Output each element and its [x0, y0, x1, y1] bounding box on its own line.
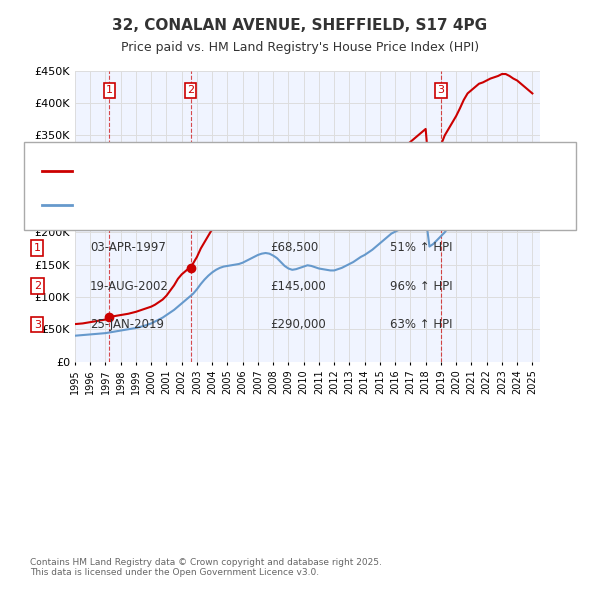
Text: 32, CONALAN AVENUE, SHEFFIELD, S17 4PG: 32, CONALAN AVENUE, SHEFFIELD, S17 4PG: [112, 18, 488, 32]
Text: 25-JAN-2019: 25-JAN-2019: [90, 318, 164, 331]
Text: 1: 1: [106, 86, 113, 96]
Text: 03-APR-1997: 03-APR-1997: [90, 241, 166, 254]
Text: 51% ↑ HPI: 51% ↑ HPI: [390, 241, 452, 254]
Text: 3: 3: [437, 86, 445, 96]
Text: 3: 3: [34, 320, 41, 329]
Text: 2: 2: [187, 86, 194, 96]
Text: £145,000: £145,000: [270, 280, 326, 293]
Text: HPI: Average price, semi-detached house, Sheffield: HPI: Average price, semi-detached house,…: [78, 200, 346, 210]
Text: 63% ↑ HPI: 63% ↑ HPI: [390, 318, 452, 331]
Text: Price paid vs. HM Land Registry's House Price Index (HPI): Price paid vs. HM Land Registry's House …: [121, 41, 479, 54]
Text: 1: 1: [34, 243, 41, 253]
Text: £290,000: £290,000: [270, 318, 326, 331]
Text: Contains HM Land Registry data © Crown copyright and database right 2025.
This d: Contains HM Land Registry data © Crown c…: [30, 558, 382, 577]
Text: 32, CONALAN AVENUE, SHEFFIELD, S17 4PG (semi-detached house): 32, CONALAN AVENUE, SHEFFIELD, S17 4PG (…: [78, 166, 431, 175]
Text: 19-AUG-2002: 19-AUG-2002: [90, 280, 169, 293]
Text: 2: 2: [34, 281, 41, 291]
Text: £68,500: £68,500: [270, 241, 318, 254]
Text: 96% ↑ HPI: 96% ↑ HPI: [390, 280, 452, 293]
